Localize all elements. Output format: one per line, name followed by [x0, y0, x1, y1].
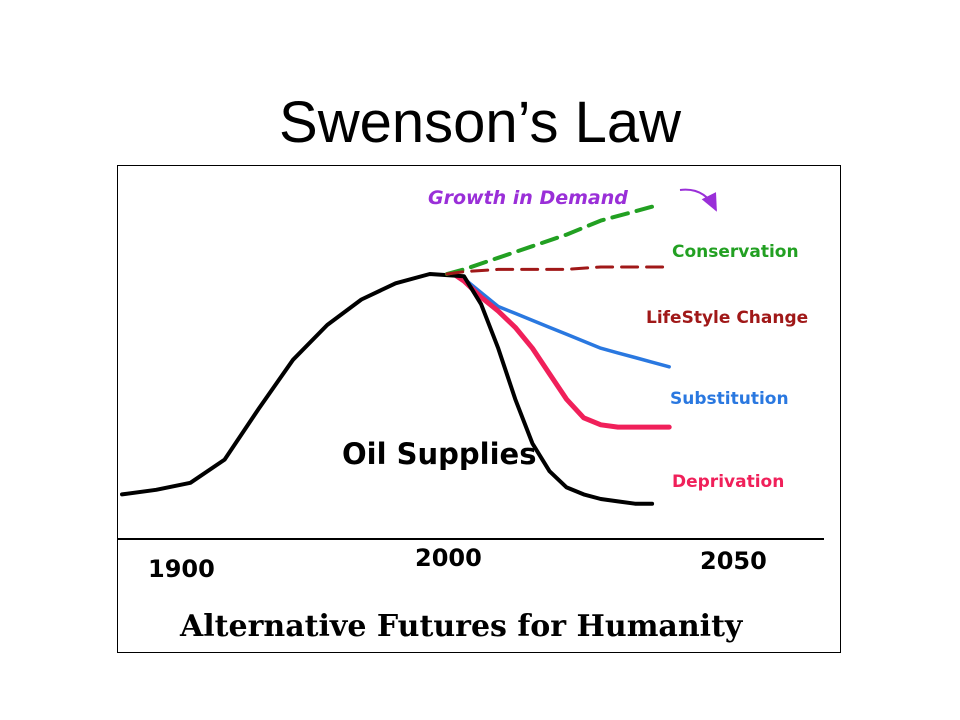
slide-title: Swenson’s Law	[279, 90, 681, 155]
oil-supplies-label: Oil Supplies	[342, 437, 537, 471]
x-tick-label: 2000	[415, 544, 482, 572]
oil-futures-chart: Growth in Demand Conservation LifeStyle …	[118, 187, 824, 644]
chart-frame: Growth in Demand Conservation LifeStyle …	[117, 165, 841, 653]
series-label-conservation: Conservation	[672, 242, 799, 262]
growth-in-demand-label: Growth in Demand	[428, 187, 628, 209]
series-layer	[120, 204, 672, 506]
series-deprivation	[451, 271, 672, 430]
series-label-lifestyle: LifeStyle Change	[646, 308, 808, 328]
series-oil-supplies	[120, 272, 655, 506]
x-tick-label: 1900	[148, 555, 215, 583]
growth-arrow	[679, 188, 717, 212]
series-label-substitution: Substitution	[670, 389, 789, 409]
x-tick-label: 2050	[700, 547, 767, 575]
series-label-deprivation: Deprivation	[672, 472, 784, 492]
series-substitution	[451, 272, 671, 369]
chart-title: Alternative Futures for Humanity	[179, 609, 744, 644]
series-conservation	[444, 204, 655, 276]
series-lifestyle-change	[445, 265, 671, 276]
